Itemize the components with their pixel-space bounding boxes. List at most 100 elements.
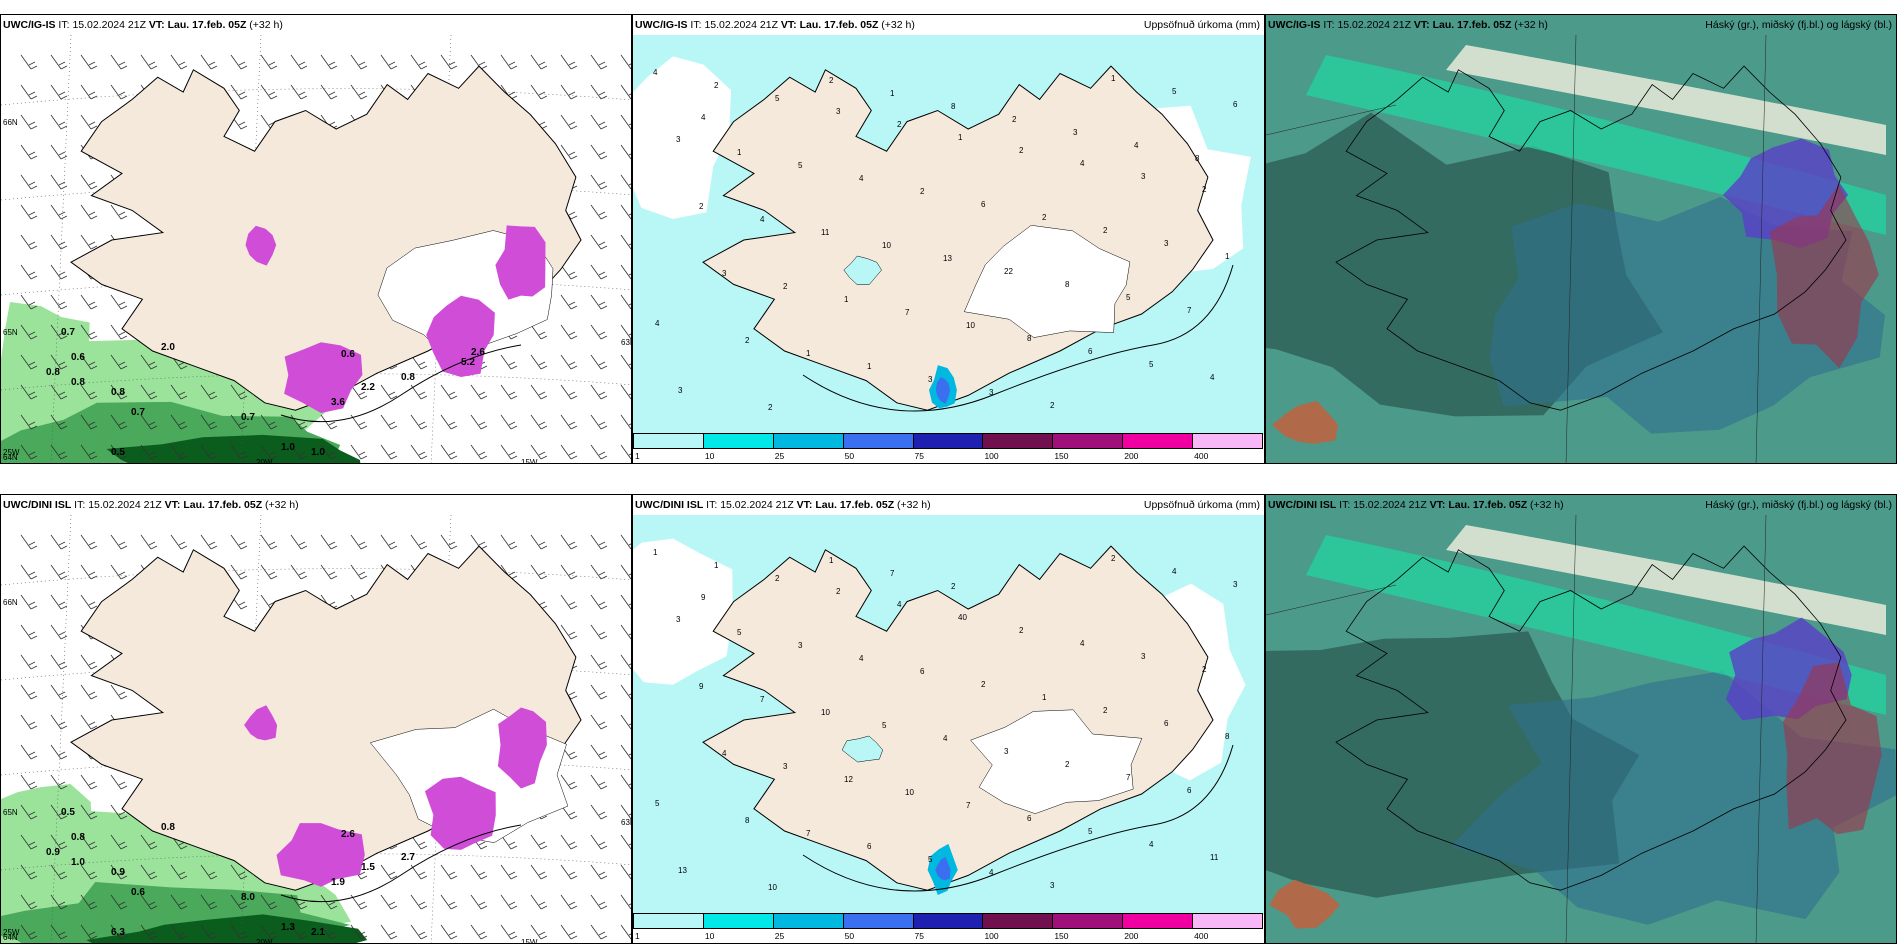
wind-barb [620, 264, 631, 280]
panel-r2c2: UWC/DINI ISL IT: 15.02.2024 21Z VT: Lau.… [632, 494, 1265, 944]
value-label: 2 [920, 187, 925, 196]
wind-barb [20, 114, 38, 130]
wind-barb [530, 84, 548, 100]
value-label: 2 [897, 120, 902, 129]
wind-barb [50, 444, 68, 460]
wind-barb [20, 714, 38, 730]
map-layers [1266, 495, 1896, 943]
panel-r1c1: UWC/IG-IS IT: 15.02.2024 21Z VT: Lau. 17… [0, 14, 632, 464]
map-layers: 4253212432315426223124111013228574321710… [633, 35, 1264, 435]
value-label: 66N [3, 118, 18, 127]
wind-barb [590, 684, 608, 700]
value-label: 8.0 [241, 892, 255, 903]
wind-barb [80, 354, 98, 370]
longitude-line [1755, 514, 1767, 943]
wind-barb [110, 54, 128, 70]
wind-barb [410, 894, 428, 910]
wind-barb [560, 894, 578, 910]
wind-barb [350, 564, 368, 580]
wind-barb [170, 444, 188, 460]
wind-barb [410, 444, 428, 460]
wind-barb [20, 744, 38, 760]
value-label: 3 [678, 386, 683, 395]
wind-barb [440, 864, 458, 880]
wind-barb [50, 414, 68, 430]
value-label: 8 [745, 816, 750, 825]
latitude-line [1, 88, 631, 106]
clear-area [963, 225, 1131, 338]
value-label: 5 [1126, 293, 1131, 302]
colorbar-swatch [702, 433, 774, 449]
wind-barb [290, 84, 308, 100]
value-label: 6 [1164, 719, 1169, 728]
colorbar-swatch [702, 913, 774, 929]
wind-barb [80, 684, 98, 700]
wind-barb [350, 534, 368, 550]
colorbar-tick: 400 [1194, 931, 1209, 941]
snow-area [424, 776, 496, 850]
contour-line [802, 264, 1234, 412]
value-label: 2 [1065, 760, 1070, 769]
wind-barb [80, 774, 98, 790]
wind-barb [20, 354, 38, 370]
value-labels: 4253212432315426223124111013228574321710… [653, 68, 1238, 412]
value-label: 5 [798, 161, 803, 170]
value-label: 8 [1195, 154, 1200, 163]
value-label: 25W [3, 928, 20, 937]
wind-barb [530, 444, 548, 460]
wind-barb [500, 894, 518, 910]
wind-barb [320, 84, 338, 100]
value-label: 2 [1103, 226, 1108, 235]
wind-barb [500, 924, 518, 940]
value-label: 1 [737, 148, 742, 157]
dry-area [633, 538, 733, 685]
panel-title: UWC/IG-IS IT: 15.02.2024 21Z VT: Lau. 17… [3, 19, 283, 31]
wind-barb [590, 864, 608, 880]
wind-barb [200, 444, 218, 460]
wind-barb [590, 114, 608, 130]
wind-barb [590, 264, 608, 280]
value-label: 3 [783, 762, 788, 771]
wind-barb [620, 384, 631, 400]
colorbar-swatch [633, 913, 704, 929]
wind-barb [20, 384, 38, 400]
value-label: 7 [1126, 773, 1131, 782]
snow-area [244, 705, 278, 741]
value-label: 5 [1149, 360, 1154, 369]
wind-barb [590, 804, 608, 820]
value-label: 6 [1233, 100, 1238, 109]
wind-barb [350, 444, 368, 460]
panel-r2c1: UWC/DINI ISL IT: 15.02.2024 21Z VT: Lau.… [0, 494, 632, 944]
value-label: 2.7 [401, 852, 415, 863]
value-label: 4 [1080, 159, 1085, 168]
wind-barb [320, 564, 338, 580]
value-label: 11 [1210, 853, 1219, 862]
wind-barb [620, 444, 631, 460]
colorbar-swatch [1122, 913, 1194, 929]
wind-barb [140, 864, 158, 880]
value-label: 3 [989, 388, 994, 397]
wind-barb [140, 894, 158, 910]
wind-barb [470, 894, 488, 910]
wind-barb [260, 444, 278, 460]
wind-barb [80, 114, 98, 130]
wind-barb [560, 774, 578, 790]
colorbar-tick: 1 [635, 931, 640, 941]
wind-barb [50, 564, 68, 580]
value-label: 2 [1019, 146, 1024, 155]
snow-area [426, 295, 495, 377]
value-label: 66N [3, 598, 18, 607]
wind-barb [620, 294, 631, 310]
latitude-line [1266, 104, 1397, 136]
wind-barb [590, 834, 608, 850]
panel-r2c3: UWC/DINI ISL IT: 15.02.2024 21Z VT: Lau.… [1265, 494, 1897, 944]
value-label: 4 [1134, 141, 1139, 150]
value-label: 0.7 [241, 412, 255, 423]
wind-barb [350, 84, 368, 100]
wind-barb [110, 84, 128, 100]
wind-barb [230, 564, 248, 580]
snow-area [276, 823, 365, 887]
wind-barb [20, 804, 38, 820]
wind-barb [140, 414, 158, 430]
wind-barb [560, 834, 578, 850]
